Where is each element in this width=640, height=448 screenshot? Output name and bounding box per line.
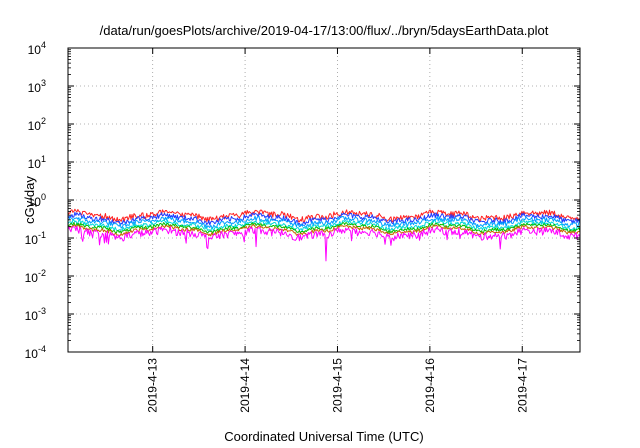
x-axis-label: Coordinated Universal Time (UTC) <box>224 429 423 444</box>
series-line <box>67 224 581 237</box>
y-tick-label: 101 <box>28 154 46 171</box>
y-tick-label: 10-1 <box>25 230 46 247</box>
x-axis: 2019-4-13 2019-4-14 2019-4-15 2019-4-16 2019… <box>146 48 529 413</box>
y-tick-label: 100 <box>28 192 46 209</box>
y-tick-label: 104 <box>28 40 46 57</box>
y-tick-label: 10-4 <box>25 344 46 361</box>
x-tick-label: 2019-4-14 <box>238 358 252 413</box>
y-tick-label: 10-2 <box>25 268 46 285</box>
x-tick-label: 2019-4-17 <box>515 358 529 413</box>
x-tick-label: 2019-4-13 <box>146 358 160 413</box>
y-tick-label: 102 <box>28 116 46 133</box>
series-group <box>67 208 581 262</box>
series-line <box>67 219 581 232</box>
series-line <box>67 225 581 262</box>
chart-title: /data/run/goesPlots/archive/2019-04-17/1… <box>100 23 549 38</box>
x-tick-label: 2019-4-15 <box>330 358 344 413</box>
y-tick-label: 10-3 <box>25 306 46 323</box>
y-axis: 10-4 10-3 10-2 10-1 100 101 102 103 104 <box>25 40 580 361</box>
x-tick-label: 2019-4-16 <box>423 358 437 413</box>
y-tick-label: 103 <box>28 78 46 95</box>
grid <box>68 48 580 352</box>
y-axis-label: cGy/day <box>22 176 37 224</box>
series-line <box>67 221 581 234</box>
series-line <box>67 211 581 226</box>
